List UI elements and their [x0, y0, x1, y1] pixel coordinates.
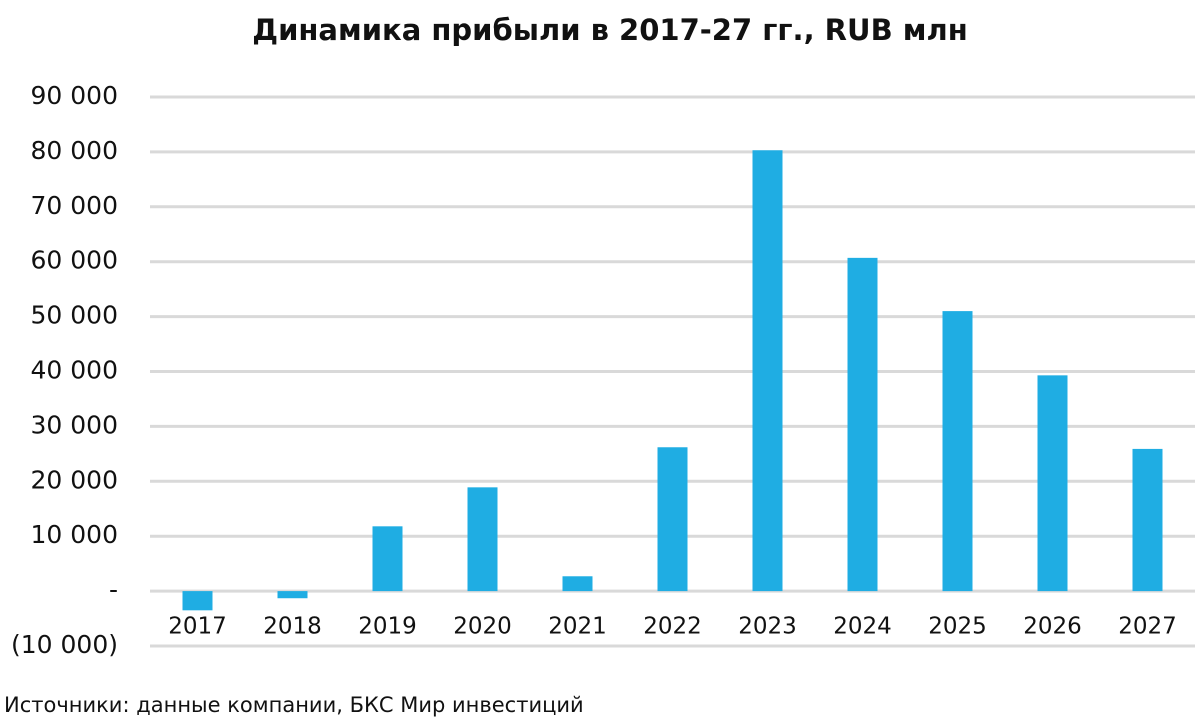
- bar: [1132, 448, 1163, 592]
- y-tick-label: 20 000: [31, 465, 118, 494]
- x-tick-label: 2021: [548, 614, 607, 640]
- y-tick-label: 90 000: [31, 81, 118, 110]
- bar: [942, 311, 973, 592]
- y-tick-label: 70 000: [31, 191, 118, 220]
- x-tick-label: 2022: [643, 614, 702, 640]
- bar: [277, 591, 308, 599]
- bar: [467, 487, 498, 592]
- x-tick-label: 2017: [168, 614, 227, 640]
- bar: [372, 526, 403, 592]
- x-tick-label: 2026: [1023, 614, 1082, 640]
- y-tick-label: (10 000): [11, 630, 118, 659]
- bar: [1037, 375, 1068, 592]
- bar: [182, 591, 213, 611]
- bar: [847, 257, 878, 592]
- y-tick-label: 50 000: [31, 301, 118, 330]
- x-tick-label: 2023: [738, 614, 797, 640]
- x-tick-label: 2024: [833, 614, 892, 640]
- source-note: Источники: данные компании, БКС Мир инве…: [4, 693, 584, 717]
- bar: [657, 447, 688, 592]
- chart-title: Динамика прибыли в 2017-27 гг., RUB млн: [252, 13, 968, 47]
- y-tick-label: 80 000: [31, 136, 118, 165]
- bar: [562, 576, 593, 592]
- x-tick-label: 2018: [263, 614, 322, 640]
- y-tick-label: 60 000: [31, 246, 118, 275]
- y-tick-label: 30 000: [31, 410, 118, 439]
- y-tick-label: 40 000: [31, 356, 118, 385]
- x-tick-label: 2025: [928, 614, 987, 640]
- x-tick-label: 2027: [1118, 614, 1177, 640]
- x-tick-label: 2020: [453, 614, 512, 640]
- x-tick-label: 2019: [358, 614, 417, 640]
- y-tick-label: -: [109, 575, 118, 604]
- y-tick-label: 10 000: [31, 520, 118, 549]
- bar: [752, 150, 783, 592]
